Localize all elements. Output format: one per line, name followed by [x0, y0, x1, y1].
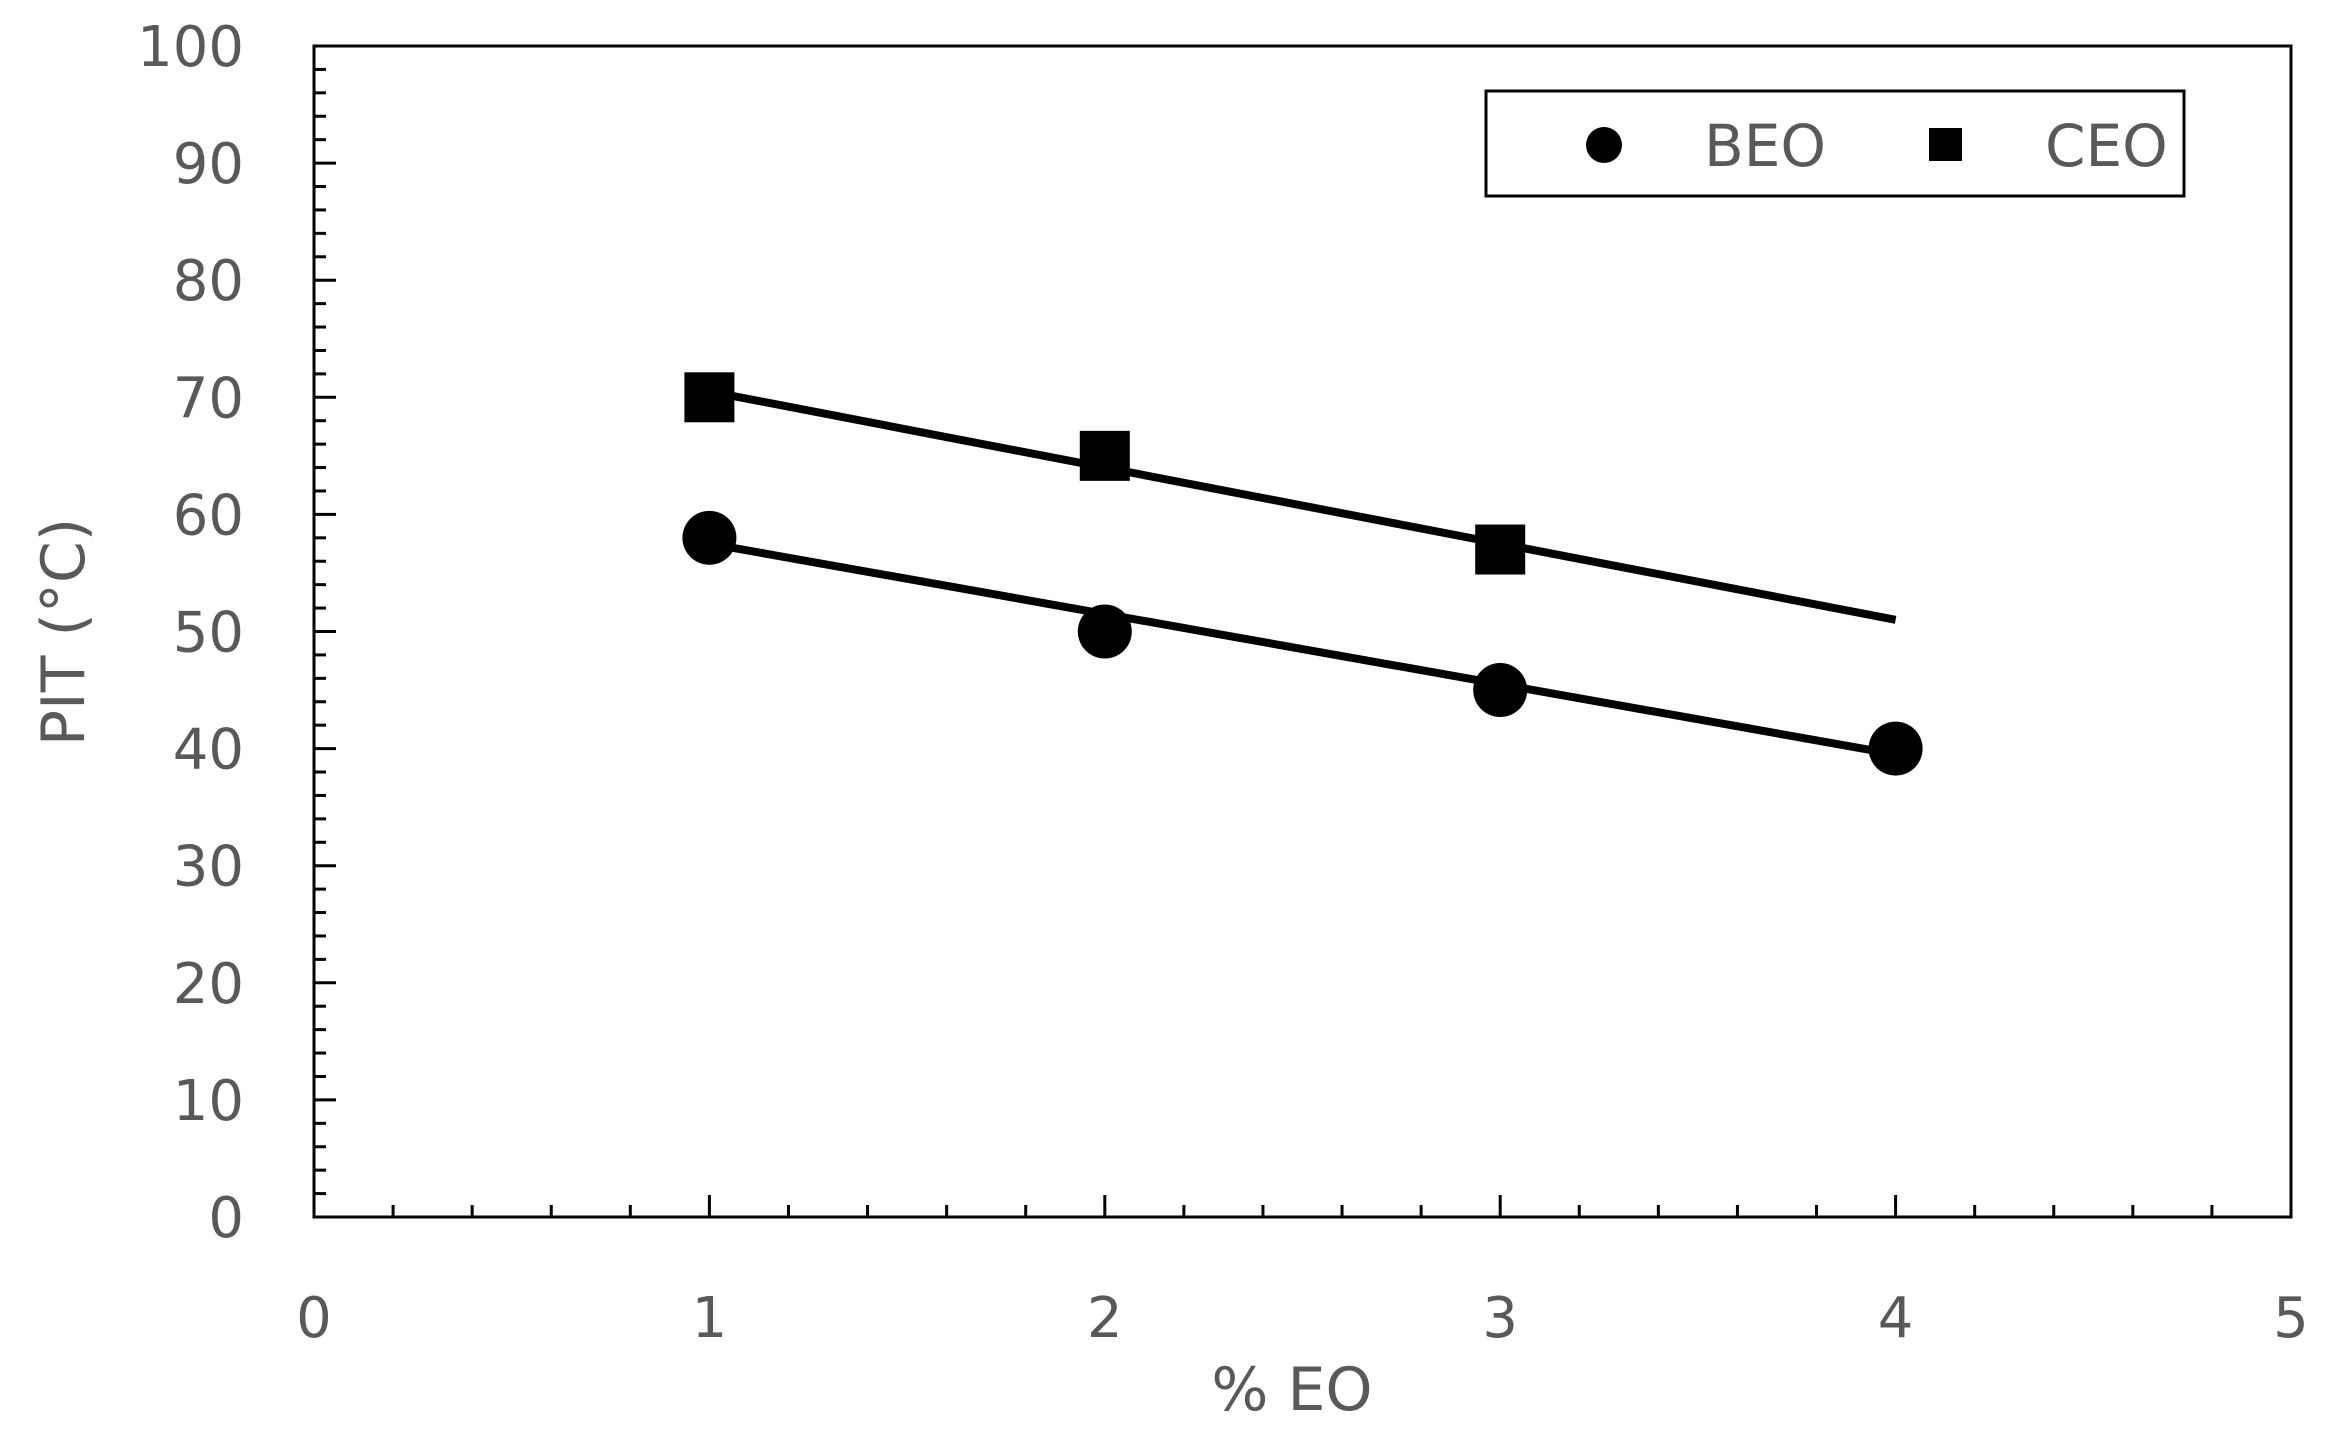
trendlines [708, 387, 1897, 759]
y-tick-label: 80 [173, 249, 244, 314]
y-axis-title: PIT (°C) [29, 518, 99, 746]
plot-area [312, 44, 2293, 1219]
markers [682, 372, 1923, 776]
y-tick-label: 10 [173, 1069, 244, 1134]
y-tick-label: 0 [208, 1186, 244, 1251]
trendline-beo [708, 539, 1897, 759]
x-axis-title: % EO [1211, 1355, 1372, 1425]
y-tick-label: 90 [173, 132, 244, 197]
x-tick-label: 4 [1878, 1286, 1914, 1351]
point-beo [1077, 604, 1132, 659]
y-tick-label: 30 [173, 835, 244, 900]
point-beo [1868, 721, 1923, 776]
legend: BEO CEO [1484, 89, 2186, 198]
y-tick-labels: 0 10 20 30 40 50 60 70 80 90 100 [137, 15, 244, 1251]
y-tick-label: 60 [173, 483, 244, 548]
y-tick-label: 50 [173, 601, 244, 666]
y-tick-label: 40 [173, 718, 244, 783]
point-ceo [684, 372, 735, 423]
axis-ticks [312, 44, 2293, 1219]
x-tick-label: 5 [2273, 1286, 2309, 1351]
x-tick-label: 1 [692, 1286, 728, 1351]
legend-label-ceo: CEO [2045, 112, 2168, 180]
y-tick-label: 70 [173, 366, 244, 431]
y-tick-label: 100 [137, 15, 244, 80]
legend-label-beo: BEO [1704, 112, 1826, 180]
legend-marker-ceo [1929, 128, 1962, 161]
legend-marker-beo [1586, 127, 1622, 163]
point-ceo [1475, 524, 1526, 575]
x-tick-label: 0 [296, 1286, 332, 1351]
point-ceo [1079, 430, 1130, 481]
x-tick-labels: 0 1 2 3 4 5 [296, 1286, 2309, 1351]
trendline-ceo [708, 387, 1897, 624]
x-tick-label: 2 [1087, 1286, 1123, 1351]
x-tick-label: 3 [1482, 1286, 1518, 1351]
point-beo [682, 510, 737, 565]
y-tick-label: 20 [173, 952, 244, 1017]
point-beo [1473, 663, 1528, 718]
